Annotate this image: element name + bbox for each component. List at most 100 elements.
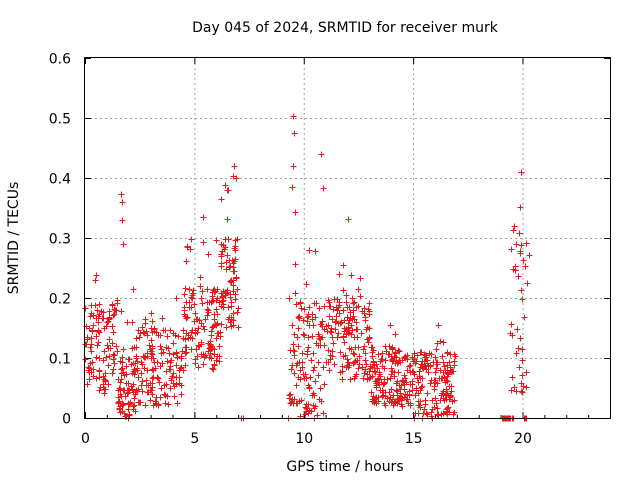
data-point [433, 359, 440, 366]
data-point [369, 349, 376, 356]
data-point [213, 357, 220, 364]
x-tick-label: 5 [190, 431, 199, 447]
data-point [381, 379, 388, 386]
data-point [429, 397, 436, 404]
data-point [341, 339, 348, 346]
data-point [319, 334, 326, 341]
data-point [407, 400, 414, 407]
data-point [183, 258, 190, 265]
data-point [424, 411, 431, 418]
data-point [417, 375, 424, 382]
data-point [219, 293, 226, 300]
data-point [399, 377, 406, 384]
data-point [512, 267, 519, 274]
data-point [162, 400, 169, 407]
data-point [186, 304, 193, 311]
data-point [447, 392, 454, 399]
data-point [370, 393, 377, 400]
data-point [361, 370, 368, 377]
data-point [435, 322, 442, 329]
data-point [393, 387, 400, 394]
data-point [429, 406, 436, 413]
data-point [135, 374, 142, 381]
data-point [211, 316, 218, 323]
data-point [131, 395, 138, 402]
data-point [170, 340, 177, 347]
data-point [105, 362, 112, 369]
data-point [353, 371, 360, 378]
data-point [398, 397, 405, 404]
data-point [511, 223, 518, 230]
data-point [131, 402, 138, 409]
data-point [364, 336, 371, 343]
data-point [381, 365, 388, 372]
data-point [82, 356, 89, 363]
data-point [218, 290, 225, 297]
data-point [100, 309, 107, 316]
data-point [310, 350, 317, 357]
data-point [224, 216, 231, 223]
data-point [434, 411, 441, 418]
data-point [227, 263, 234, 270]
data-point [304, 314, 311, 321]
data-point [97, 384, 104, 391]
data-point [82, 305, 89, 312]
data-point [139, 324, 146, 331]
data-point [325, 297, 332, 304]
data-point [293, 301, 300, 308]
data-point [377, 358, 384, 365]
data-point [200, 351, 207, 358]
data-point [204, 286, 211, 293]
data-point [183, 330, 190, 337]
data-point [526, 252, 533, 259]
data-point [514, 326, 521, 333]
data-point [218, 253, 225, 260]
data-point [395, 347, 402, 354]
data-points [82, 113, 533, 422]
data-point [312, 248, 319, 255]
data-point [227, 319, 234, 326]
data-point [218, 321, 225, 328]
data-point [519, 389, 526, 396]
data-point [192, 360, 199, 367]
data-point [440, 359, 447, 366]
data-point [144, 350, 151, 357]
data-point [228, 299, 235, 306]
data-point [353, 304, 360, 311]
data-point [234, 309, 241, 316]
data-point [371, 361, 378, 368]
data-point [208, 332, 215, 339]
data-point [170, 370, 177, 377]
data-point [345, 324, 352, 331]
data-point [137, 399, 144, 406]
data-point [432, 379, 439, 386]
data-point [301, 375, 308, 382]
data-point [235, 324, 242, 331]
data-point [118, 191, 125, 198]
data-point [213, 306, 220, 313]
data-point [428, 409, 435, 416]
data-point [292, 290, 299, 297]
data-point [370, 358, 377, 365]
data-point [88, 348, 95, 355]
data-point [373, 400, 380, 407]
data-point [211, 361, 218, 368]
data-point [204, 312, 211, 319]
data-point [140, 353, 147, 360]
data-point [189, 295, 196, 302]
data-point [291, 396, 298, 403]
data-point [104, 319, 111, 326]
data-point [433, 365, 440, 372]
data-point [396, 348, 403, 355]
data-point [451, 397, 458, 404]
data-point [372, 369, 379, 376]
data-point [415, 379, 422, 386]
data-point [201, 326, 208, 333]
data-point [348, 331, 355, 338]
data-point [111, 360, 118, 367]
data-point [308, 357, 315, 364]
data-point [139, 378, 146, 385]
data-point [151, 359, 158, 366]
data-point [87, 360, 94, 367]
data-point [331, 361, 338, 368]
